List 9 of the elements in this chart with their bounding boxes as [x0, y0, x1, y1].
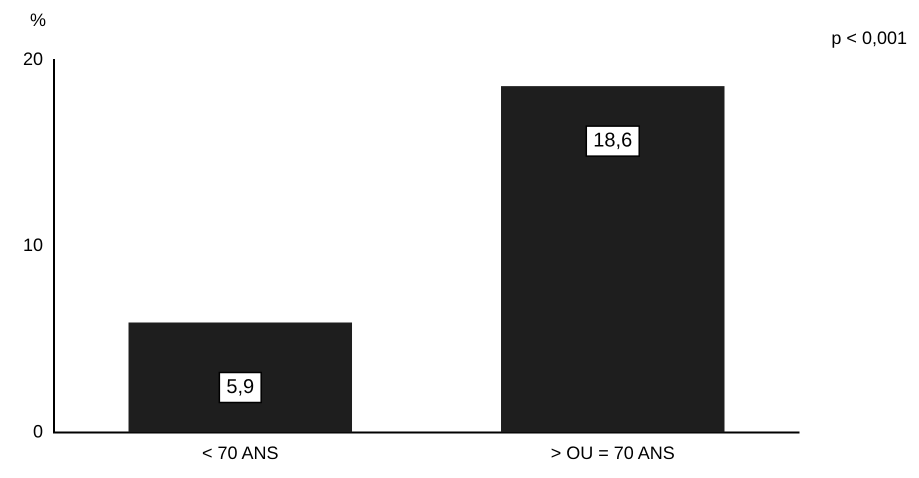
y-tick-label: 20 [22, 48, 44, 69]
y-axis-title: % [30, 10, 46, 31]
x-tick-label: < 70 ANS [202, 443, 279, 464]
x-tick-label: > OU = 70 ANS [550, 443, 675, 464]
data-label: 18,6 [593, 130, 632, 152]
text: p < 0,001 [831, 28, 907, 49]
y-tick-label: 0 [33, 421, 44, 442]
data-label: 5,9 [226, 376, 254, 398]
y-tick-label: 10 [22, 235, 44, 256]
